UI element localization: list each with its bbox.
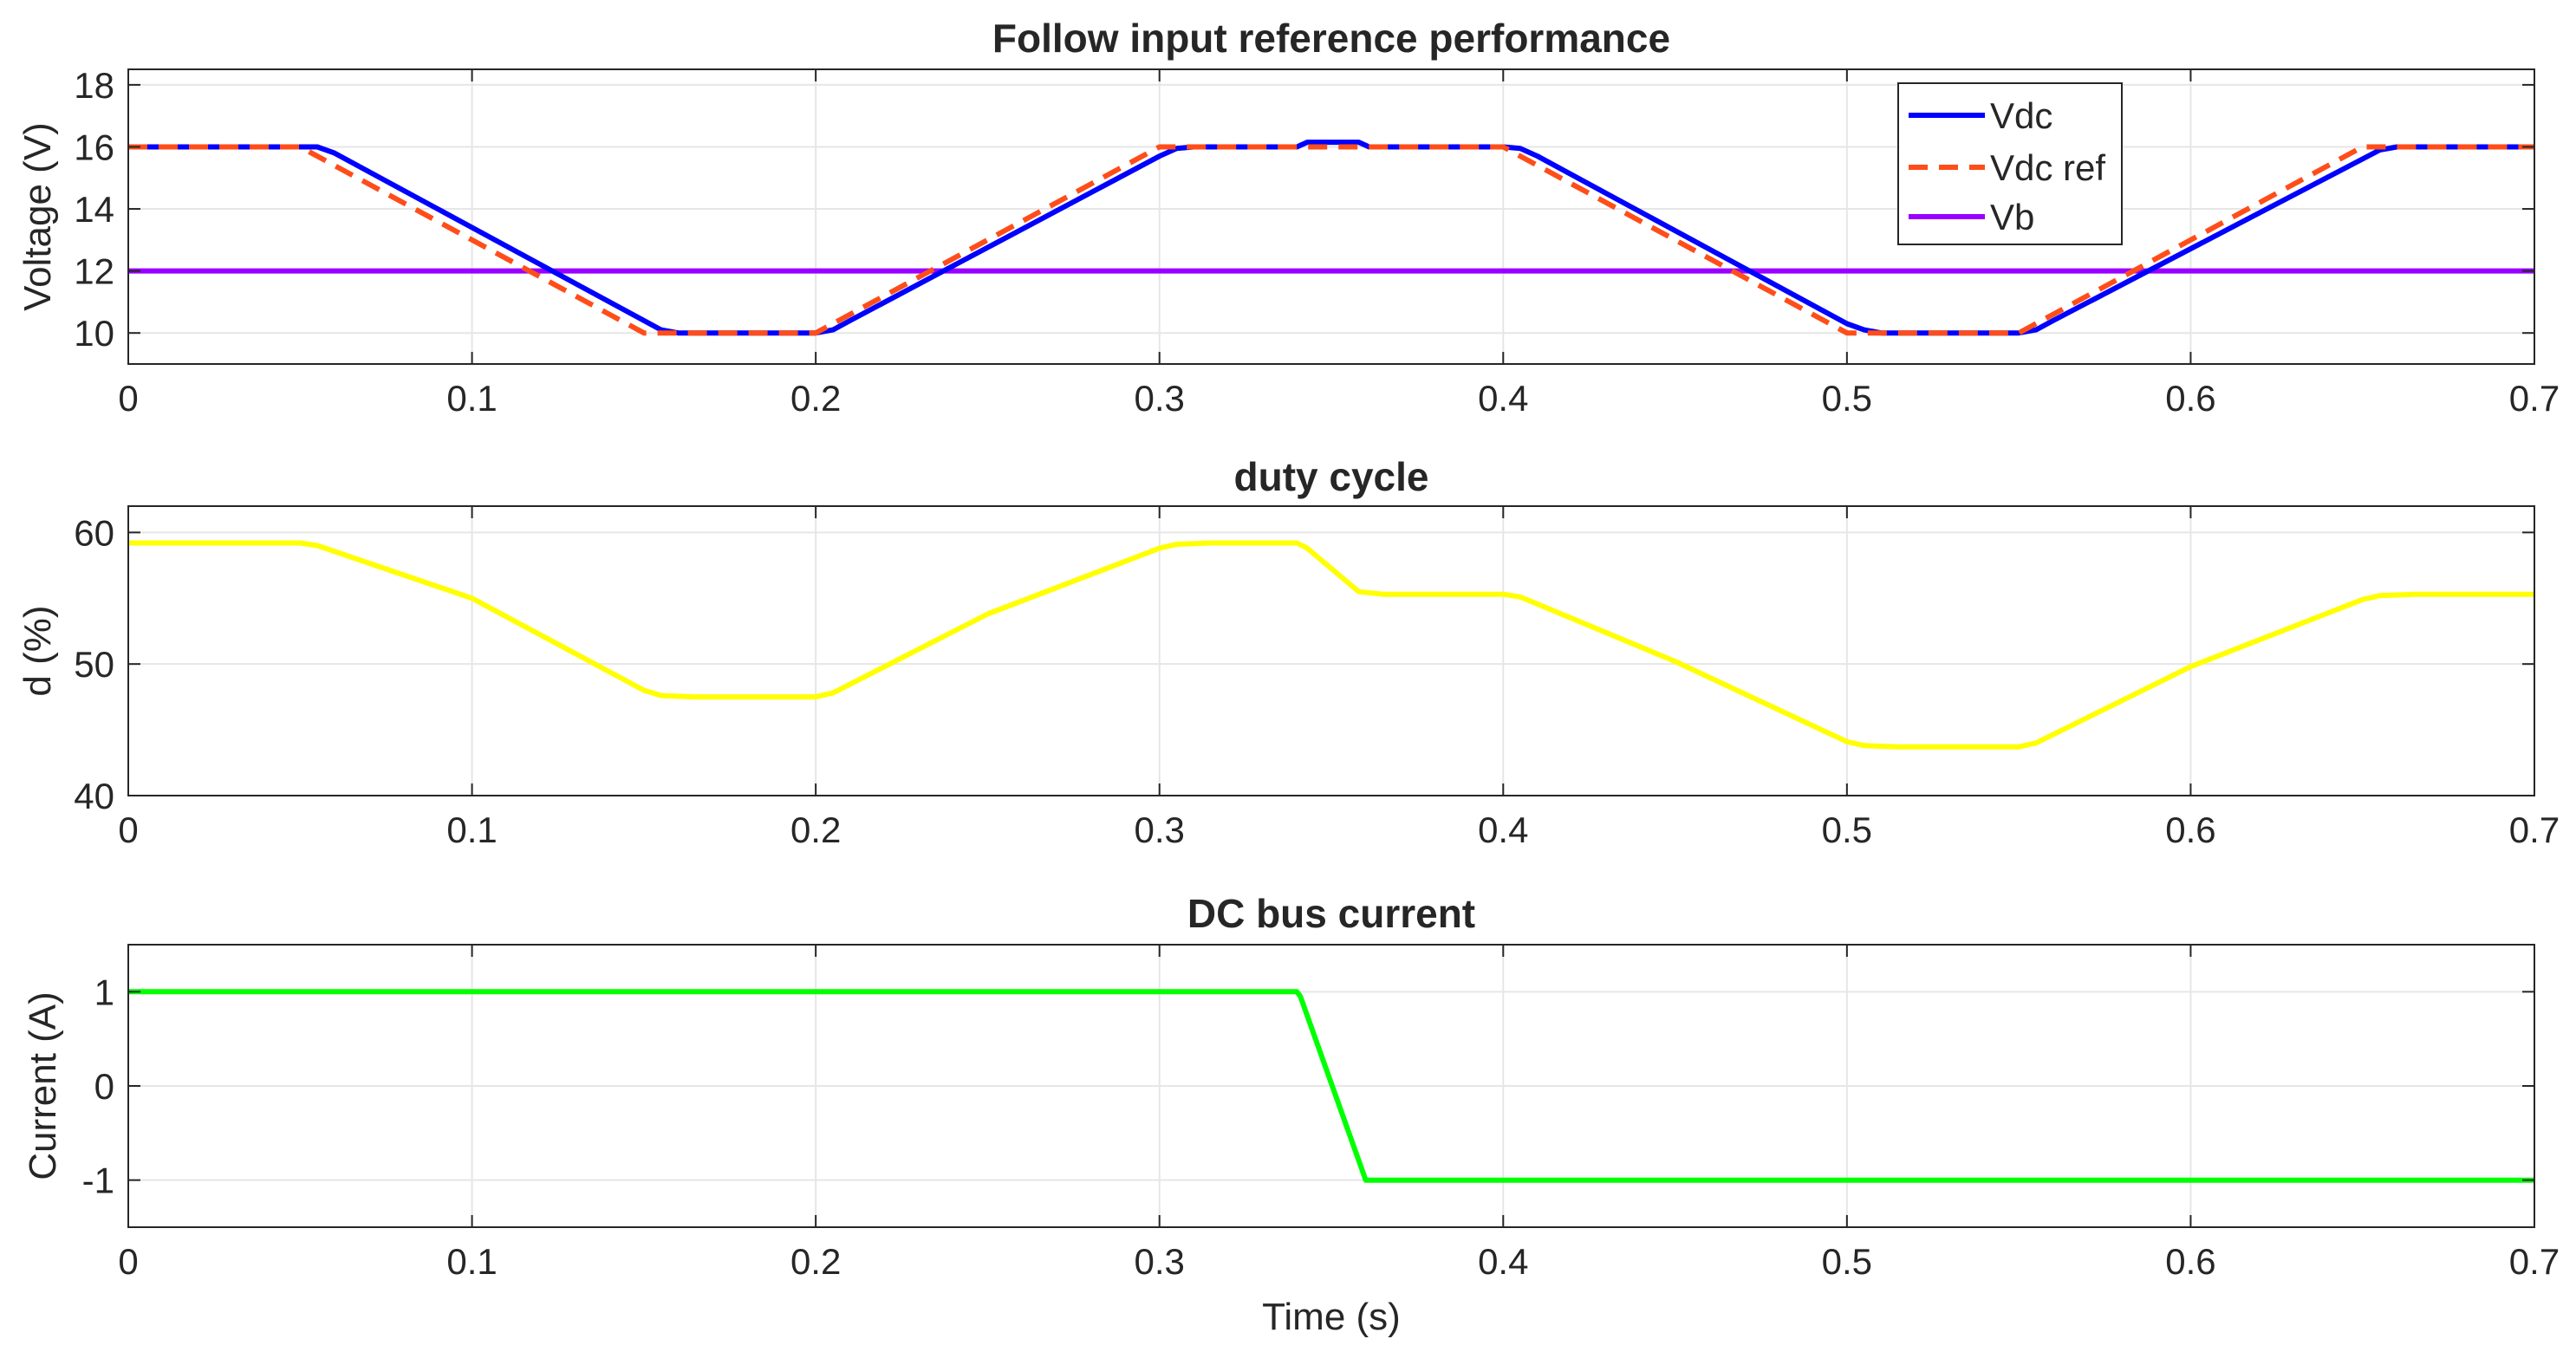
y-tick-label: 16 — [74, 127, 114, 167]
x-tick-label: 0.2 — [790, 1241, 841, 1282]
x-tick-label: 0.4 — [1478, 378, 1528, 419]
x-tick-label: 0.5 — [1822, 1241, 1872, 1282]
duty-ticks: 0 0.1 0.2 0.3 0.4 0.5 0.6 0.7 40 50 60 — [74, 506, 2560, 850]
series-line-d — [128, 540, 2534, 750]
x-tick-label: 0.2 — [790, 378, 841, 419]
x-tick-label: 0.1 — [446, 1241, 497, 1282]
x-tick-label: 0.3 — [1135, 809, 1185, 850]
legend-label-vdc-ref: Vdc ref — [1990, 147, 2105, 188]
voltage-y-axis-label: Voltage (V) — [16, 122, 59, 311]
y-tick-label: 50 — [74, 644, 114, 685]
voltage-legend: Vdc Vdc ref Vb — [1897, 82, 2123, 245]
x-tick-label: 0.3 — [1135, 378, 1185, 419]
x-tick-label: 0.7 — [2509, 378, 2560, 419]
x-tick-label: 0.3 — [1135, 1241, 1185, 1282]
y-tick-label: 12 — [74, 251, 114, 292]
x-tick-label: 0 — [118, 378, 138, 419]
x-tick-label: 0.7 — [2509, 1241, 2560, 1282]
series-line-vdc-ref — [128, 144, 2534, 336]
y-tick-label: 60 — [74, 512, 114, 553]
y-tick-label: -1 — [82, 1160, 114, 1201]
x-tick-label: 0.1 — [446, 809, 497, 850]
x-tick-label: 0.1 — [446, 378, 497, 419]
voltage-axes-frame — [127, 68, 2535, 365]
x-tick-label: 0.6 — [2165, 378, 2215, 419]
current-panel: 0 0.1 0.2 0.3 0.4 0.5 0.6 0.7-101 DC bus curren… — [22, 891, 2560, 1338]
x-tick-label: 0.6 — [2165, 809, 2215, 850]
current-ticks: 0 0.1 0.2 0.3 0.4 0.5 0.6 0.7-101 — [82, 945, 2560, 1282]
x-tick-label: 0.4 — [1478, 809, 1528, 850]
duty-axes-frame — [127, 505, 2535, 796]
duty-series — [128, 540, 2534, 750]
voltage-panel: 0 0.1 0.2 0.3 0.4 0.5 0.6 0.7 10 12 14 16 18 Follow … — [16, 16, 2560, 419]
legend-label-vb: Vb — [1990, 197, 2034, 237]
current-series — [128, 989, 2534, 1183]
x-tick-label: 0.5 — [1822, 378, 1872, 419]
voltage-chart-title: Follow input reference performance — [992, 16, 1670, 61]
voltage-series — [128, 140, 2534, 336]
y-tick-label: 10 — [74, 313, 114, 354]
x-tick-label: 0.7 — [2509, 809, 2560, 850]
duty-y-axis-label: d (%) — [16, 605, 59, 696]
voltage-axes-box — [127, 68, 2535, 365]
duty-chart-title: duty cycle — [1234, 454, 1429, 499]
y-tick-label: 18 — [74, 65, 114, 106]
x-tick-label: 0.2 — [790, 809, 841, 850]
x-axis-label: Time (s) — [1262, 1296, 1401, 1338]
x-tick-label: 0.6 — [2165, 1241, 2215, 1282]
legend-label-vdc: Vdc — [1990, 95, 2052, 136]
x-tick-label: 0.5 — [1822, 809, 1872, 850]
series-line-current — [128, 989, 2534, 1183]
current-chart-title: DC bus current — [1187, 891, 1475, 936]
x-tick-label: 0 — [118, 1241, 138, 1282]
current-y-axis-label: Current (A) — [22, 991, 64, 1180]
voltage-ticks: 0 0.1 0.2 0.3 0.4 0.5 0.6 0.7 10 12 14 16 18 — [74, 65, 2560, 419]
x-tick-label: 0 — [118, 809, 138, 850]
y-tick-label: 14 — [74, 189, 114, 230]
duty-axes-box — [127, 505, 2535, 796]
y-tick-label: 0 — [94, 1066, 114, 1107]
x-tick-label: 0.4 — [1478, 1241, 1528, 1282]
y-tick-label: 40 — [74, 776, 114, 816]
y-tick-label: 1 — [94, 972, 114, 1012]
